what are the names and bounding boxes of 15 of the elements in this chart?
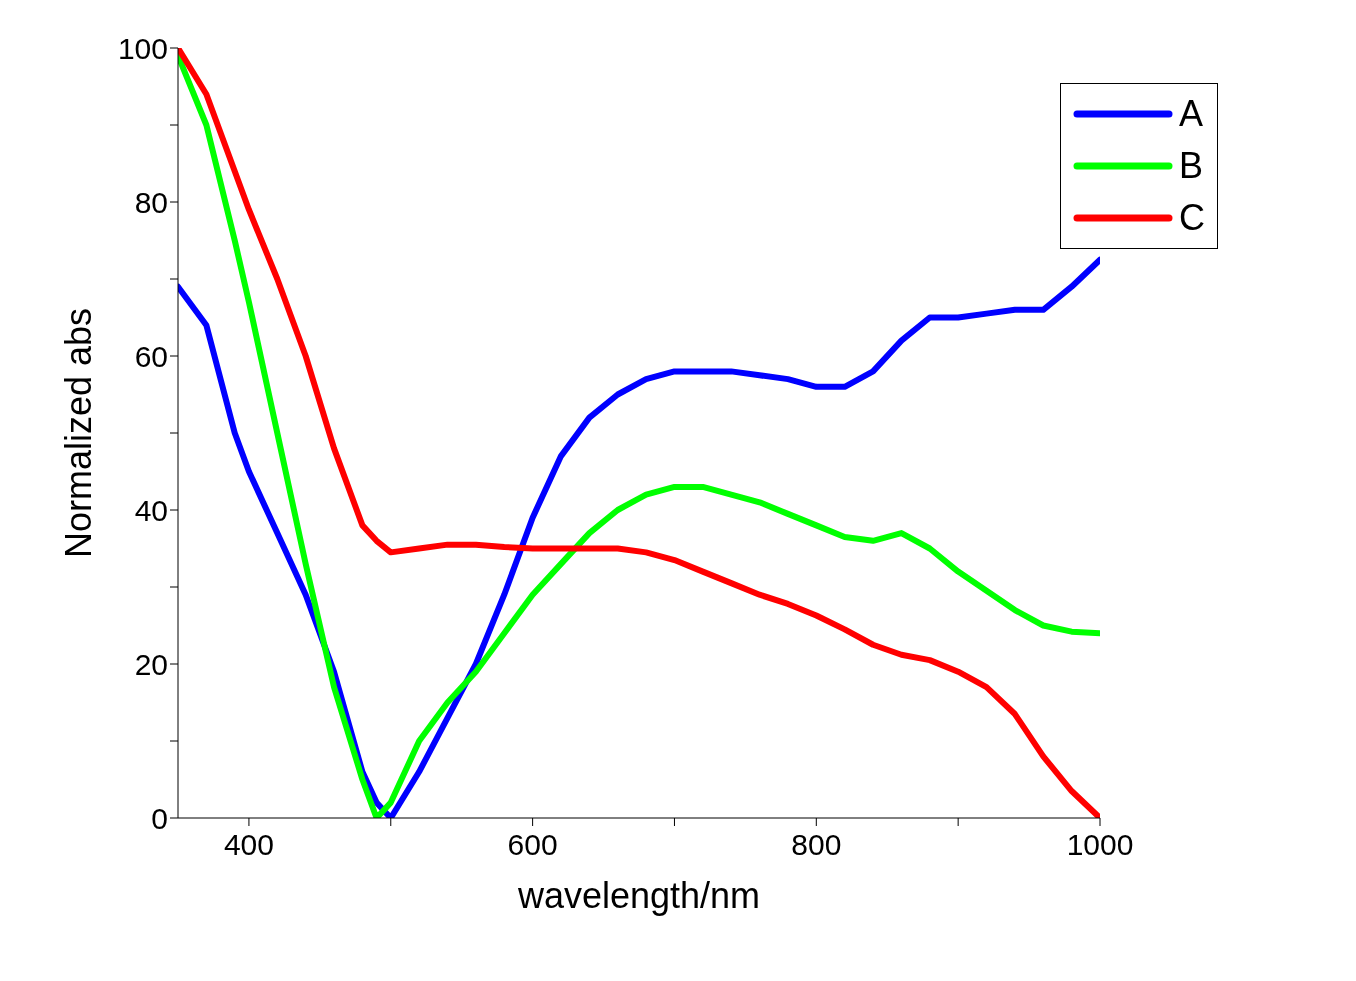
y-tick-label: 0 bbox=[151, 801, 168, 835]
y-tick-label: 60 bbox=[134, 339, 168, 373]
y-axis-title: Normalized abs bbox=[57, 307, 99, 559]
y-tick-label: 40 bbox=[134, 493, 168, 527]
legend-label: C bbox=[1179, 197, 1205, 239]
y-tick-label: 20 bbox=[134, 647, 168, 681]
y-tick-label: 80 bbox=[134, 185, 168, 219]
legend-label: A bbox=[1179, 93, 1204, 135]
x-tick-label: 1000 bbox=[1066, 828, 1134, 862]
x-tick-label: 400 bbox=[223, 828, 274, 862]
legend-label: B bbox=[1179, 145, 1204, 187]
x-tick-label: 600 bbox=[507, 828, 558, 862]
x-tick-label: 800 bbox=[791, 828, 842, 862]
x-axis-title: wavelength/nm bbox=[516, 875, 761, 916]
y-tick-label: 100 bbox=[117, 31, 168, 65]
